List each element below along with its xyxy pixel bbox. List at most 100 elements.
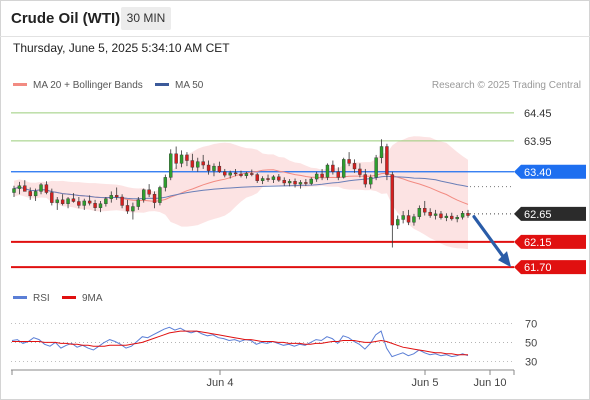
- price-tags: 64.45 63.95 63.40 62.65 62.15 61.70: [514, 108, 586, 275]
- candle: [417, 205, 422, 220]
- candle: [196, 157, 200, 172]
- candle-body: [277, 176, 281, 181]
- candle: [460, 211, 465, 220]
- interval-button[interactable]: 30 MIN: [121, 7, 171, 30]
- candle: [163, 174, 168, 192]
- candle-body: [233, 172, 238, 175]
- candle-body: [114, 195, 119, 198]
- x-axis: Jun 4 Jun 5 Jun 10: [11, 369, 515, 389]
- candle-body: [352, 163, 357, 170]
- price-tag-background: [514, 234, 586, 249]
- candle-body: [131, 206, 135, 212]
- candle-body: [98, 203, 103, 208]
- candle: [433, 209, 438, 220]
- candle: [87, 195, 92, 206]
- candle: [104, 197, 108, 207]
- candle: [131, 202, 135, 220]
- candle-body: [196, 161, 200, 168]
- candle: [325, 163, 330, 181]
- candle: [298, 180, 303, 189]
- candle-body: [185, 154, 189, 161]
- candle: [71, 193, 76, 203]
- candle-body: [87, 200, 92, 204]
- rsi-9ma-line: [12, 330, 468, 356]
- candle-body: [444, 215, 449, 218]
- price-tag-resistance: 64.45: [524, 108, 552, 120]
- candle: [28, 187, 32, 200]
- price-tag-background: [514, 164, 586, 179]
- candle: [309, 177, 313, 186]
- candle: [217, 161, 222, 173]
- research-credit: Research © 2025 Trading Central: [431, 80, 581, 91]
- forecast-arrow-shaft: [472, 215, 507, 261]
- candle-body: [136, 199, 141, 207]
- candle: [212, 163, 216, 177]
- candle-body: [77, 201, 81, 206]
- legend-swatch: [13, 82, 27, 86]
- candlesticks: [12, 139, 470, 248]
- candle-body: [206, 164, 211, 171]
- candle: [390, 171, 395, 248]
- price-tag-label: 63.95: [524, 136, 552, 148]
- price-tag-background: [514, 206, 586, 221]
- candle: [363, 168, 368, 188]
- candle: [50, 188, 54, 206]
- candle-body: [358, 168, 362, 175]
- candle-body: [369, 177, 373, 185]
- candle-body: [466, 213, 470, 216]
- candle-body: [28, 191, 32, 197]
- candle: [341, 157, 346, 179]
- chart-header: Crude Oil (WTI) 30 MIN: [0, 0, 590, 37]
- candle-body: [147, 189, 151, 195]
- candle: [44, 181, 49, 195]
- candle-body: [223, 171, 227, 176]
- candle-body: [104, 198, 108, 204]
- candle: [12, 185, 16, 198]
- candle-body: [325, 164, 330, 178]
- candle: [282, 177, 286, 186]
- candle: [369, 174, 373, 189]
- candle-body: [158, 187, 162, 203]
- candle-body: [433, 213, 438, 216]
- candle: [255, 172, 259, 183]
- candle: [33, 188, 38, 201]
- candle: [109, 191, 113, 203]
- price-tag-support: 61.70: [514, 260, 586, 275]
- candle-body: [174, 153, 178, 164]
- candle: [347, 152, 351, 167]
- candle: [39, 182, 43, 195]
- candle: [444, 213, 449, 222]
- x-tick-label: Jun 4: [207, 377, 234, 389]
- candle-body: [450, 215, 454, 220]
- candle-body: [379, 146, 384, 158]
- rsi-tick-label: 70: [525, 318, 537, 330]
- rsi-tick-label: 50: [525, 337, 537, 349]
- candle: [55, 197, 59, 210]
- candle-body: [152, 194, 157, 203]
- candle-body: [374, 157, 378, 178]
- candle-body: [406, 215, 411, 223]
- candle: [185, 152, 189, 167]
- candle: [152, 191, 157, 209]
- candle: [304, 179, 308, 186]
- candle-body: [60, 199, 65, 204]
- candle: [396, 215, 400, 230]
- candle-body: [169, 153, 173, 178]
- candle: [98, 200, 103, 213]
- candle-body: [239, 173, 243, 176]
- candle: [374, 154, 378, 181]
- candle: [17, 181, 22, 195]
- candle: [125, 199, 130, 214]
- price-tag-last: 62.65: [514, 206, 586, 221]
- legend-swatch: [155, 82, 169, 86]
- candle: [228, 170, 232, 179]
- candle: [201, 154, 205, 169]
- candle-body: [142, 189, 146, 201]
- candle: [293, 178, 297, 188]
- candle: [320, 168, 324, 181]
- candle: [266, 174, 270, 182]
- candle-body: [460, 213, 465, 218]
- price-tag-resistance: 63.95: [524, 136, 552, 148]
- candle: [158, 185, 162, 206]
